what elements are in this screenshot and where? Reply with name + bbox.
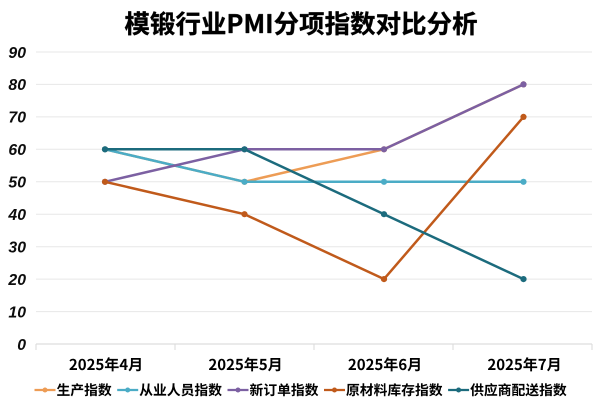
svg-text:80: 80 [8, 77, 26, 94]
svg-text:60: 60 [8, 142, 26, 159]
svg-text:20: 20 [7, 272, 26, 289]
svg-text:40: 40 [7, 207, 26, 224]
svg-text:50: 50 [8, 175, 26, 192]
svg-text:10: 10 [8, 304, 26, 321]
svg-text:0: 0 [17, 337, 26, 354]
svg-text:90: 90 [8, 45, 26, 62]
svg-text:70: 70 [8, 110, 26, 127]
svg-text:30: 30 [8, 240, 26, 257]
